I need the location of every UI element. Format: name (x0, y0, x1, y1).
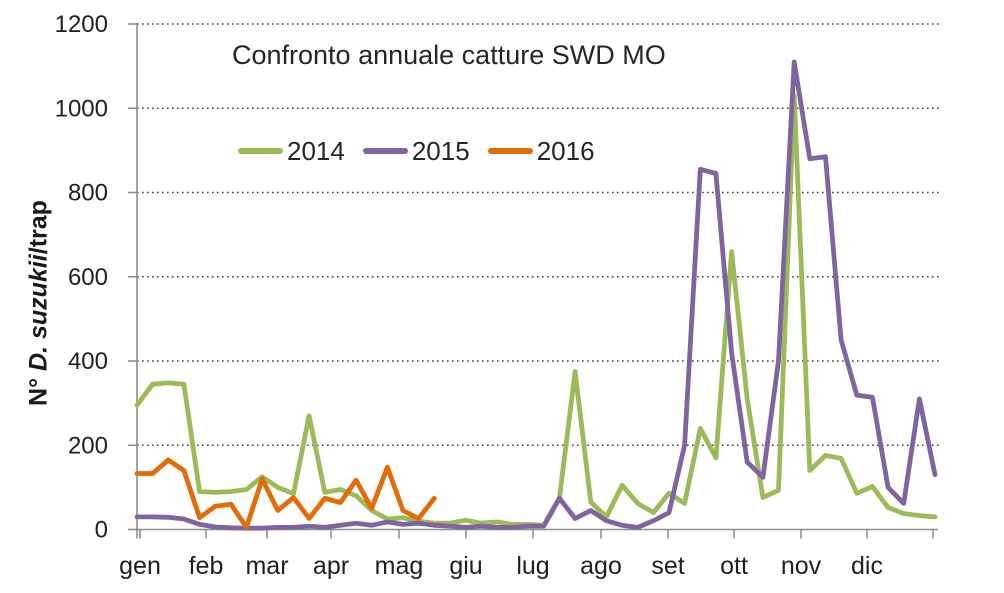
x-tick-label-dic: dic (851, 552, 883, 580)
y-axis-title-prefix: N° (24, 370, 53, 406)
legend-label-2016: 2016 (536, 136, 595, 166)
y-tick-label-1200: 1200 (55, 11, 108, 38)
legend-label-2015: 2015 (411, 136, 470, 166)
y-tick-label-0: 0 (95, 517, 108, 544)
y-tick-label-400: 400 (68, 348, 108, 375)
x-tick-label-ott: ott (720, 552, 748, 580)
x-tick-label-apr: apr (313, 552, 349, 580)
y-tick-label-1000: 1000 (55, 95, 108, 122)
x-tick-label-giu: giu (449, 552, 482, 580)
series-line-2015 (134, 59, 938, 531)
legend-item-2016: 2016 (487, 136, 595, 166)
y-tick-label-200: 200 (68, 432, 108, 459)
x-tick-label-feb: feb (189, 552, 224, 580)
x-tick-label-set: set (651, 552, 684, 580)
x-tick-label-lug: lug (516, 552, 549, 580)
x-tick-label-mar: mar (245, 552, 288, 580)
chart-title: Confronto annuale catture SWD MO (232, 40, 666, 70)
legend-item-2014: 2014 (238, 136, 345, 166)
y-tick-label-800: 800 (68, 180, 108, 207)
series-line-2016 (134, 457, 437, 530)
y-axis-title-species: D. suzukii (24, 254, 53, 371)
legend-swatch-2015 (362, 148, 408, 154)
x-tick-label-mag: mag (375, 552, 424, 580)
y-tick-label-600: 600 (68, 264, 108, 291)
legend-swatch-2016 (487, 148, 533, 154)
x-tick-label-gen: gen (119, 552, 161, 580)
y-axis-title: N° D. suzukii/trap (25, 200, 54, 406)
legend: 2014 2015 2016 (238, 136, 595, 166)
legend-label-2014: 2014 (287, 136, 345, 166)
legend-item-2015: 2015 (362, 136, 470, 166)
x-tick-label-nov: nov (781, 552, 822, 580)
legend-swatch-2014 (238, 148, 283, 154)
y-axis-title-suffix: /trap (24, 200, 53, 255)
x-tick-label-ago: ago (580, 552, 622, 580)
